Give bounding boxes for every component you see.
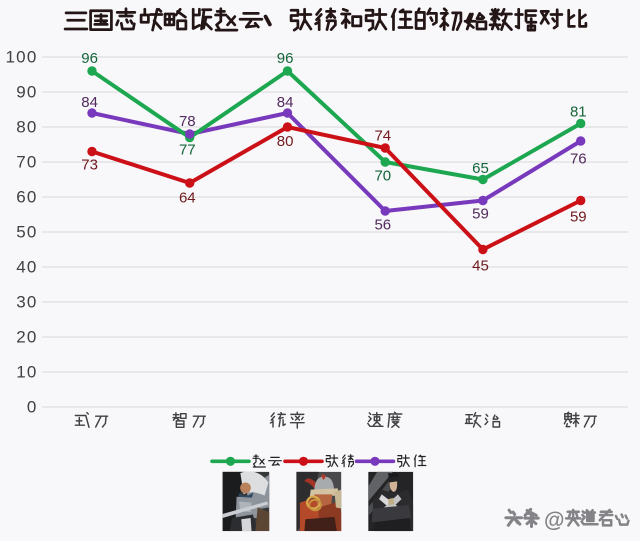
svg-text:59: 59 bbox=[570, 209, 587, 226]
svg-text:70: 70 bbox=[374, 168, 391, 185]
svg-text:56: 56 bbox=[374, 217, 391, 234]
svg-text:64: 64 bbox=[179, 190, 196, 207]
svg-text:30: 30 bbox=[16, 293, 37, 312]
svg-text:70: 70 bbox=[16, 153, 37, 172]
svg-text:@: @ bbox=[544, 509, 564, 532]
svg-text:100: 100 bbox=[6, 48, 38, 67]
svg-text:40: 40 bbox=[16, 258, 37, 277]
svg-text:0: 0 bbox=[27, 398, 38, 417]
svg-text:60: 60 bbox=[16, 188, 37, 207]
svg-text:76: 76 bbox=[570, 151, 587, 168]
svg-text:90: 90 bbox=[16, 83, 37, 102]
svg-text:84: 84 bbox=[81, 94, 98, 111]
svg-text:81: 81 bbox=[570, 104, 587, 121]
svg-text:45: 45 bbox=[472, 258, 489, 275]
svg-text:73: 73 bbox=[81, 157, 98, 174]
svg-text:10: 10 bbox=[16, 363, 37, 382]
svg-text:20: 20 bbox=[16, 328, 37, 347]
svg-text:74: 74 bbox=[374, 128, 391, 145]
svg-text:84: 84 bbox=[277, 94, 294, 111]
svg-text:80: 80 bbox=[16, 118, 37, 137]
svg-text:96: 96 bbox=[81, 50, 98, 67]
svg-text:96: 96 bbox=[277, 50, 294, 67]
svg-text:50: 50 bbox=[16, 223, 37, 242]
svg-text:78: 78 bbox=[179, 113, 196, 130]
svg-text:65: 65 bbox=[472, 160, 489, 177]
svg-text:59: 59 bbox=[472, 206, 489, 223]
svg-text:77: 77 bbox=[179, 142, 196, 159]
svg-text:80: 80 bbox=[277, 133, 294, 150]
